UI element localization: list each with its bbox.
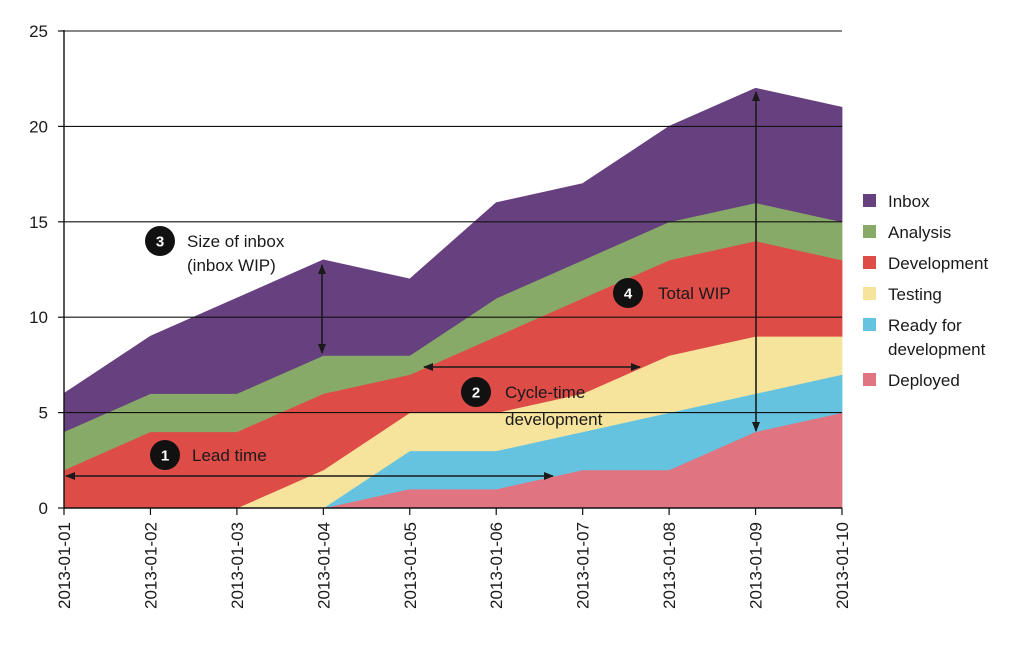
annotation-inbox-size-label: Size of inbox (inbox WIP) xyxy=(187,232,285,275)
axes xyxy=(63,30,842,509)
annotation-lead-time-label: Lead time xyxy=(192,446,267,465)
x-tick-label-2013-01-07: 2013-01-07 xyxy=(574,522,593,609)
legend-swatch-inbox xyxy=(863,194,876,207)
legend-label-testing: Testing xyxy=(888,285,942,304)
annotation-cycle-time-label: Cycle-time development xyxy=(505,383,603,429)
x-tick-label-2013-01-06: 2013-01-06 xyxy=(487,522,506,609)
legend: Inbox Analysis Development Testing Ready for… xyxy=(863,192,988,390)
annotation-badge-1 xyxy=(150,440,180,470)
legend-swatch-ready-for-development xyxy=(863,318,876,331)
y-tick-label-25: 25 xyxy=(29,22,48,41)
annotations: 1 Lead time 2 Cycle-time development 3 Si… xyxy=(65,91,760,480)
legend-label-ready-for-development: Ready for development xyxy=(888,316,986,359)
annotation-badge-4-number: 4 xyxy=(624,286,633,303)
y-tick-label-20: 20 xyxy=(29,117,48,136)
annotation-total-wip-label: Total WIP xyxy=(658,284,731,303)
legend-label-analysis: Analysis xyxy=(888,223,951,242)
legend-swatch-analysis xyxy=(863,225,876,238)
annotation-badge-3-number: 3 xyxy=(156,234,164,251)
legend-swatch-testing xyxy=(863,287,876,300)
x-tick-label-2013-01-05: 2013-01-05 xyxy=(401,522,420,609)
x-tick-label-2013-01-08: 2013-01-08 xyxy=(660,522,679,609)
y-axis-ticks: 0 5 10 15 20 25 xyxy=(29,22,64,518)
annotation-badge-2-number: 2 xyxy=(472,385,480,402)
legend-label-deployed: Deployed xyxy=(888,371,960,390)
area-layers xyxy=(63,87,843,509)
x-tick-label-2013-01-10: 2013-01-10 xyxy=(833,522,852,609)
gridlines xyxy=(64,30,842,414)
x-tick-label-2013-01-09: 2013-01-09 xyxy=(747,522,766,609)
x-tick-label-2013-01-04: 2013-01-04 xyxy=(314,522,333,609)
x-axis-ticks: 2013-01-01 2013-01-02 2013-01-03 2013-01-04… xyxy=(55,508,852,609)
annotation-badge-3 xyxy=(145,226,175,256)
y-tick-label-15: 15 xyxy=(29,213,48,232)
legend-swatch-deployed xyxy=(863,373,876,386)
x-tick-label-2013-01-01: 2013-01-01 xyxy=(55,522,74,609)
legend-swatch-development xyxy=(863,256,876,269)
x-tick-label-2013-01-03: 2013-01-03 xyxy=(228,522,247,609)
annotation-badge-2 xyxy=(461,377,491,407)
y-tick-label-0: 0 xyxy=(39,499,48,518)
x-tick-label-2013-01-02: 2013-01-02 xyxy=(141,522,160,609)
y-tick-label-10: 10 xyxy=(29,308,48,327)
y-tick-label-5: 5 xyxy=(39,404,48,423)
annotation-badge-1-number: 1 xyxy=(161,448,169,465)
annotation-badge-4 xyxy=(613,278,643,308)
legend-label-development: Development xyxy=(888,254,988,273)
legend-label-inbox: Inbox xyxy=(888,192,930,211)
